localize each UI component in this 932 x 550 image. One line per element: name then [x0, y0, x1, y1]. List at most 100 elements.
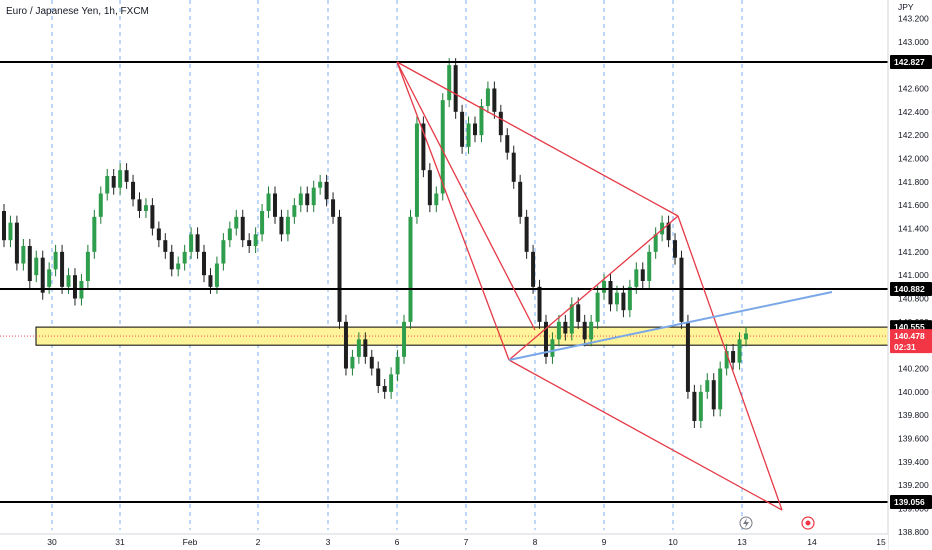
zone-layer: [0, 326, 889, 346]
price-tick-label: 141.000: [898, 270, 929, 280]
pattern-line: [508, 215, 679, 361]
candle-body: [718, 368, 723, 410]
candle-body: [363, 339, 368, 357]
price-tick-label: 141.400: [898, 224, 929, 234]
candle-body: [247, 240, 252, 247]
candle-body: [563, 321, 568, 334]
price-tick-label: 140.800: [898, 294, 929, 304]
candle-body: [227, 228, 232, 241]
candle-body: [556, 321, 561, 340]
pattern-line: [677, 215, 783, 511]
time-tick-label: 31: [115, 537, 125, 547]
candle-body: [72, 275, 77, 299]
candle-body: [647, 251, 652, 282]
candle-body: [260, 211, 265, 235]
time-tick-label: 7: [464, 537, 469, 547]
time-tick-label: Feb: [183, 537, 198, 547]
time-tick-label: 6: [395, 537, 400, 547]
candle-body: [744, 333, 748, 340]
level-price-tag: 139.056: [894, 497, 925, 507]
candle-body: [137, 199, 142, 212]
candle-body: [356, 339, 361, 357]
candle-body: [421, 123, 426, 171]
current-price-tag-bg: [890, 329, 932, 354]
level-price-tag-bg: [890, 55, 932, 69]
candle-body: [414, 123, 419, 217]
candle-body: [266, 193, 271, 212]
level-price-tag: 142.827: [894, 57, 925, 67]
candle-body: [543, 321, 548, 357]
candle-body: [105, 175, 110, 194]
candle-body: [60, 251, 65, 287]
candle-body: [66, 275, 71, 287]
candle-body: [324, 181, 329, 200]
price-tick-label: 141.600: [898, 200, 929, 210]
candle-body: [473, 123, 478, 136]
candle-body: [479, 105, 484, 136]
level-price-tag-bg: [890, 281, 932, 296]
candle-body: [582, 321, 587, 340]
candle-body: [350, 356, 355, 369]
price-tick-label: 139.400: [898, 457, 929, 467]
candle-body: [453, 65, 458, 112]
candle-body: [118, 170, 123, 188]
candle-body: [369, 356, 374, 369]
candle-body: [589, 321, 594, 340]
level-price-tag-bg: [890, 495, 932, 509]
time-tick-label: 15: [876, 537, 886, 547]
candle-body: [337, 216, 342, 322]
candle-body: [285, 216, 290, 235]
price-tick-label: 141.200: [898, 247, 929, 257]
candle-body: [182, 251, 187, 264]
candle-body: [460, 111, 465, 147]
candle-body: [21, 246, 26, 264]
current-price-tag: 140.478: [894, 331, 925, 341]
chart-title: Euro / Japanese Yen, 1h, FXCM: [6, 6, 149, 17]
candle-body: [634, 269, 639, 287]
candle-body: [253, 234, 258, 247]
candle-body: [156, 228, 161, 241]
candle-body: [234, 216, 239, 229]
candle-body: [518, 181, 523, 217]
time-axis-bg: [0, 534, 888, 550]
grid-lines: [51, 0, 743, 530]
candle-body: [318, 181, 323, 188]
candle-body: [98, 193, 103, 217]
time-tick-label: 9: [602, 537, 607, 547]
time-tick-label: 30: [47, 537, 57, 547]
candle-body: [279, 216, 284, 235]
price-axis-bg: [888, 0, 932, 550]
price-tick-label: 143.200: [898, 13, 929, 23]
pattern-line: [508, 359, 783, 511]
candle-body: [85, 251, 90, 282]
candle-body: [653, 234, 658, 252]
candle-body: [447, 65, 452, 101]
candle-body: [169, 251, 174, 270]
price-tick-label: 143.000: [898, 37, 929, 47]
candle-body: [666, 222, 671, 241]
pattern-line: [396, 61, 679, 217]
candle-body: [221, 240, 226, 264]
candle-body: [498, 111, 503, 136]
candle-body: [692, 391, 697, 422]
candle-body: [47, 269, 52, 287]
pattern-line: [396, 61, 510, 361]
candle-body: [163, 240, 168, 252]
candle-body: [440, 100, 445, 194]
price-tick-label: 139.200: [898, 480, 929, 490]
candle-body: [537, 286, 542, 322]
currency-label: JPY: [898, 2, 914, 12]
price-tick-label: 139.800: [898, 410, 929, 420]
candle-body: [550, 339, 555, 357]
candle-body: [40, 257, 45, 293]
bottom-icons: [739, 516, 815, 530]
candle-body: [466, 123, 471, 147]
candle-body: [402, 321, 407, 357]
price-axis: JPY143.200143.000142.800142.600142.40014…: [887, 0, 932, 550]
candle-body: [602, 281, 607, 293]
candle-body: [505, 135, 510, 153]
candle-body: [389, 374, 394, 392]
candles: [2, 58, 748, 429]
candle-body: [176, 263, 181, 270]
